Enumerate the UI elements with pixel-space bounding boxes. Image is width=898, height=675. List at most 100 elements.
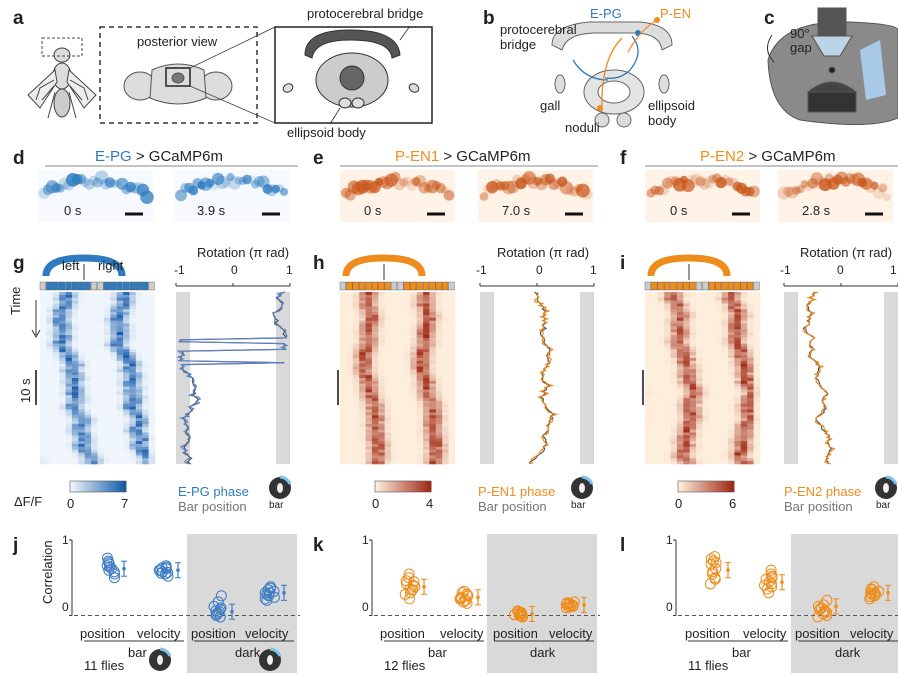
heatmap-g-cell (116, 418, 124, 422)
heatmap-g-cell (103, 438, 111, 442)
heatmap-i-cell (696, 332, 703, 336)
heatmap-i-cell (670, 461, 678, 465)
rotation-label-i: Rotation (π rad) (800, 245, 893, 260)
heatmap-g-cell (135, 383, 143, 387)
heatmap-h-cell (429, 317, 437, 321)
colorbar-h-step (395, 481, 398, 492)
heatmap-g-cell (78, 337, 85, 342)
heatmap-i-cell (728, 369, 735, 373)
heatmap-h-cell (442, 352, 449, 356)
heatmap-g-cell (59, 395, 66, 399)
heatmap-h-cell (423, 346, 430, 350)
colorbar-h-step (423, 481, 426, 492)
heatmap-g-cell (148, 372, 156, 376)
heatmap-h-cell (378, 375, 385, 379)
heatmap-h-cell (435, 426, 443, 430)
heatmap-g-cell (78, 441, 85, 445)
heatmap-i-cell (645, 406, 652, 410)
heatmap-i-cell (702, 383, 710, 387)
glomerulus-strip-h-cell (448, 281, 455, 291)
heatmap-g-cell (40, 297, 47, 301)
glomerulus-strip-h-cell (422, 281, 430, 291)
heatmap-g-cell (97, 340, 105, 344)
heatmap-i-cell (708, 395, 716, 399)
heatmap-i-cell (708, 297, 716, 301)
heatmap-h-cell (416, 458, 424, 462)
heatmap-h-cell (340, 329, 347, 333)
heatmap-h-cell (429, 357, 437, 362)
heatmap-g-cell (59, 297, 66, 301)
heatmap-h-cell (448, 346, 456, 350)
heatmap-h-cell (365, 329, 373, 333)
heatmap-g-cell (97, 323, 105, 327)
heatmap-g-cell (129, 400, 137, 405)
heatmap-g-cell (78, 352, 85, 356)
heatmap-h-cell (448, 375, 456, 379)
heatmap-g-cell (65, 386, 73, 390)
heatmap-i-cell (702, 449, 710, 453)
heatmap-h-cell (423, 363, 430, 367)
heatmap-g-cell (84, 383, 92, 387)
heatmap-i-cell (753, 363, 761, 367)
heatmap-h-cell (391, 312, 398, 316)
heatmap-i-cell (708, 418, 716, 422)
colorbar-h-step (421, 481, 425, 492)
heatmap-g-cell (52, 415, 60, 419)
heatmap-g-cell (40, 326, 47, 330)
heatmap-g-cell (123, 400, 130, 405)
heatmap-i-cell (740, 380, 748, 385)
heatmap-h-cell (371, 426, 379, 430)
glomerulus-strip-i-cell (663, 281, 671, 291)
b-ellipsoid-label: ellipsoid (648, 98, 695, 113)
heatmap-h-cell (359, 386, 366, 390)
heatmap-h-cell (397, 343, 405, 347)
heatmap-i-cell (753, 435, 761, 439)
heatmap-i-cell (747, 412, 754, 416)
heatmap-h-cell (352, 363, 360, 367)
heatmap-i-cell (702, 332, 710, 336)
colorbar-i-step (732, 481, 735, 492)
heatmap-h-cell (340, 297, 347, 301)
heatmap-h-cell (403, 297, 411, 301)
heatmap-g-cell (84, 343, 92, 347)
heatmap-h-cell (435, 446, 443, 450)
heatmap-i-cell (670, 352, 678, 356)
heatmap-i-cell (651, 438, 659, 442)
colorbar-h-step (376, 481, 380, 492)
heatmap-g-cell (84, 426, 92, 430)
heatmap-i-cell (657, 435, 665, 439)
heatmap-h-cell (340, 309, 347, 313)
heatmap-h-cell (340, 426, 347, 430)
snapshot-e1-blob (390, 171, 401, 182)
heatmap-h-cell (403, 306, 411, 310)
heatmap-i-cell (670, 389, 678, 393)
heatmap-i-cell (747, 392, 754, 396)
heatmap-h-cell (352, 375, 360, 379)
heatmap-h-cell (365, 369, 373, 373)
heatmap-i-cell (689, 392, 697, 396)
heatmap-g-cell (52, 326, 60, 330)
heatmap-i-cell (740, 303, 748, 307)
heatmap-i-cell (753, 343, 761, 347)
heatmap-h-cell (403, 438, 411, 442)
heatmap-g-cell (148, 312, 156, 316)
heatmap-g-cell (148, 452, 156, 456)
heatmap-g-cell (71, 429, 79, 433)
heatmap-g-cell (40, 320, 47, 324)
heatmap-h-cell (435, 458, 443, 462)
heatmap-h-cell (340, 446, 347, 450)
heatmap-g-cell (135, 337, 143, 342)
heatmap-h-cell (429, 412, 437, 416)
heatmap-h-cell (448, 309, 456, 313)
heatmap-h-cell (435, 329, 443, 333)
summary-l-point (708, 555, 719, 567)
colorbar-h (374, 480, 432, 493)
heatmap-h-cell (384, 378, 392, 382)
colorbar-g-step (79, 481, 82, 492)
heatmap-g-cell (148, 320, 156, 324)
heatmap-g-cell (59, 426, 66, 430)
heatmap-i-cell (728, 292, 735, 296)
heatmap-g-cell (148, 346, 156, 350)
heatmap-h-cell (352, 435, 360, 439)
heatmap-i-cell (715, 418, 722, 422)
